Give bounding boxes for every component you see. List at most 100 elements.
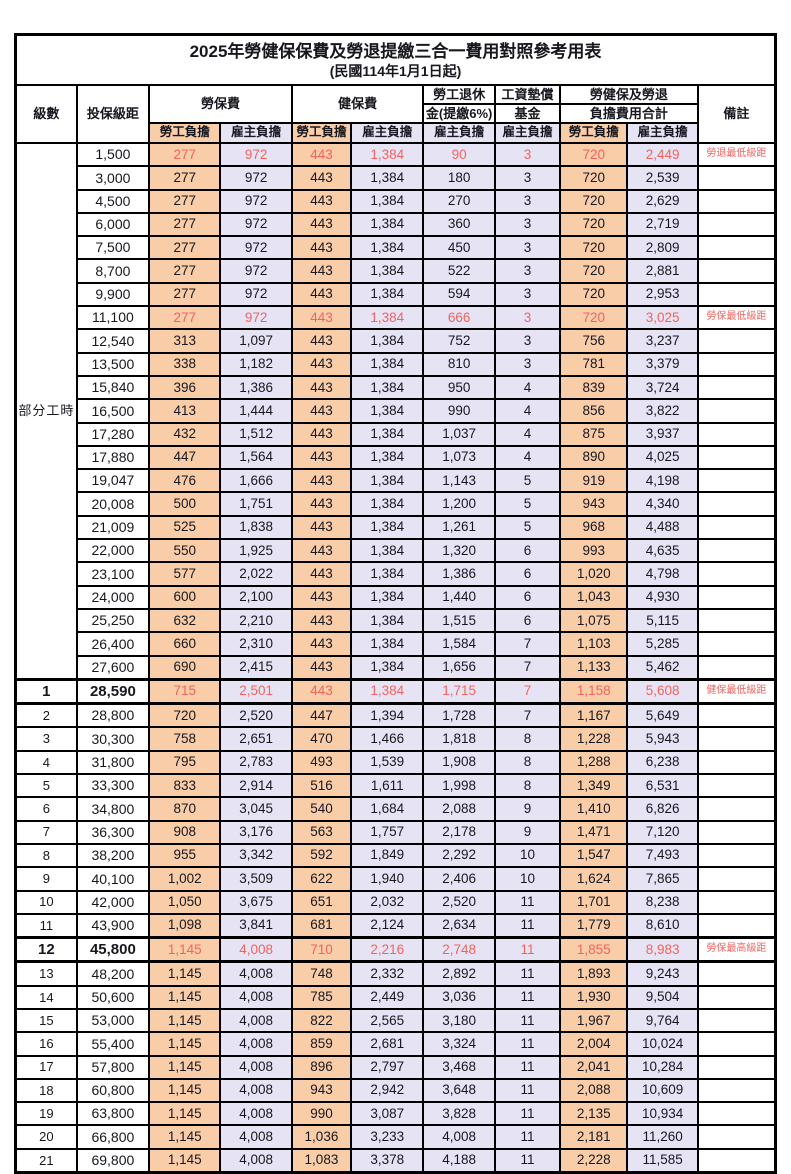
cell-value: 11 [493,936,562,964]
cell-value: 2,449 [350,984,425,1010]
cell-value: 338 [148,351,222,377]
premium-table: 2025年勞健保保費及勞退提繳三合一費用對照參考用表 (民國114年1月1日起)… [14,33,777,1174]
cell-value: 4,008 [219,1124,293,1150]
cell-value: 5 [493,514,562,541]
cell-value: 1,050 [148,889,222,915]
cell-value: 1,384 [350,258,425,284]
cell-value: 1,200 [422,491,496,517]
cell-value: 1,384 [350,421,425,447]
cell-value: 1,998 [422,773,496,799]
cell-value: 856 [559,398,629,424]
cell-salary: 48,200 [75,960,151,987]
cell-value: 1,384 [350,374,425,401]
cell-value: 5,115 [626,607,699,634]
cell-value: 5 [493,491,562,517]
table-row: 7 36,300 908 3,176 563 1,757 2,178 9 1,471 7,120 [14,819,777,845]
cell-value: 2,216 [350,936,425,964]
cell-value: 720 [559,281,629,308]
cell-salary: 55,400 [75,1031,151,1057]
cell-value: 1,440 [422,584,496,610]
cell-value: 3,828 [422,1101,496,1127]
table-row: 5 33,300 833 2,914 516 1,611 1,998 8 1,349 6,531 [14,773,777,799]
cell-value: 756 [559,328,629,354]
header-row-2: 金(提繳6%) 基金 負擔費用合計 [16,103,776,124]
cell-value: 3,468 [422,1054,496,1080]
cell-value: 447 [148,444,222,471]
cell-value: 972 [219,188,293,214]
cell-value: 3,378 [350,1147,425,1174]
subheader-labor-employer: 雇主負擔 [219,122,293,144]
cell-note [696,328,777,354]
cell-value: 993 [559,538,629,564]
cell-value: 1,083 [290,1147,353,1174]
cell-level: 20 [14,1124,78,1150]
cell-value: 720 [559,258,629,284]
cell-value: 3,675 [219,889,293,915]
table-row: 22,000 550 1,925 443 1,384 1,320 6 993 4,635 [16,538,777,564]
cell-value: 4,008 [219,1077,293,1104]
cell-value: 2,178 [422,819,496,845]
cell-value: 550 [148,538,222,564]
cell-value: 4 [493,398,562,424]
cell-salary: 27,600 [75,654,151,681]
cell-note [696,444,777,471]
cell-value: 11 [493,912,562,939]
cell-value: 622 [290,866,353,892]
cell-value: 3 [493,235,562,261]
cell-value: 4,198 [626,468,699,494]
cell-value: 6 [493,607,562,634]
table-row: 16,500 413 1,444 443 1,384 990 4 856 3,822 [16,398,777,424]
cell-value: 577 [148,561,222,587]
cell-value: 720 [559,235,629,261]
cell-value: 720 [559,141,629,168]
cell-value: 1,611 [350,773,425,799]
cell-value: 443 [290,165,353,191]
cell-value: 2,332 [350,960,425,987]
header-salary: 投保級距 [75,84,151,144]
cell-value: 1,384 [350,607,425,634]
cell-note [696,351,777,377]
table-row: 3 30,300 758 2,651 470 1,466 1,818 8 1,228 5,943 [14,726,777,752]
cell-note [696,514,777,541]
cell-note [696,1101,777,1127]
cell-value: 443 [290,514,353,541]
cell-value: 1,384 [350,398,425,424]
cell-salary: 6,000 [75,211,151,238]
cell-value: 10,284 [626,1054,699,1080]
cell-level: 15 [14,1007,78,1034]
cell-value: 2,228 [559,1147,629,1174]
subheader-health-employer: 雇主負擔 [350,122,425,144]
cell-value: 1,145 [148,1007,222,1034]
header-total-line2: 負擔費用合計 [559,103,699,124]
cell-value: 1,818 [422,726,496,752]
subheader-total-employee: 勞工負擔 [559,122,629,144]
table-row: 13 48,200 1,145 4,008 748 2,332 2,892 11 1,893 9,… [14,960,777,987]
cell-value: 2,032 [350,889,425,915]
cell-value: 413 [148,398,222,424]
cell-value: 2,748 [422,936,496,964]
cell-salary: 12,540 [75,328,151,354]
cell-value: 443 [290,468,353,494]
cell-value: 4,008 [219,1007,293,1034]
cell-value: 2,449 [626,141,699,168]
cell-value: 2,629 [626,188,699,214]
header-health-fee: 健保費 [290,84,425,124]
cell-value: 810 [422,351,496,377]
cell-value: 2,634 [422,912,496,939]
cell-value: 470 [290,726,353,752]
cell-value: 4,635 [626,538,699,564]
table-row: 12 45,800 1,145 4,008 710 2,216 2,748 11 1,855 8,… [14,936,777,964]
cell-value: 1,320 [422,538,496,564]
table-row: 20,008 500 1,751 443 1,384 1,200 5 943 4,340 [16,491,777,517]
cell-value: 443 [290,561,353,587]
cell-value: 1,624 [559,866,629,892]
cell-value: 2,797 [350,1054,425,1080]
cell-value: 2,210 [219,607,293,634]
cell-value: 1,103 [559,631,629,657]
cell-value: 870 [148,796,222,822]
cell-value: 1,145 [148,984,222,1010]
cell-value: 839 [559,374,629,401]
cell-value: 5,285 [626,631,699,657]
cell-value: 8 [493,749,562,776]
